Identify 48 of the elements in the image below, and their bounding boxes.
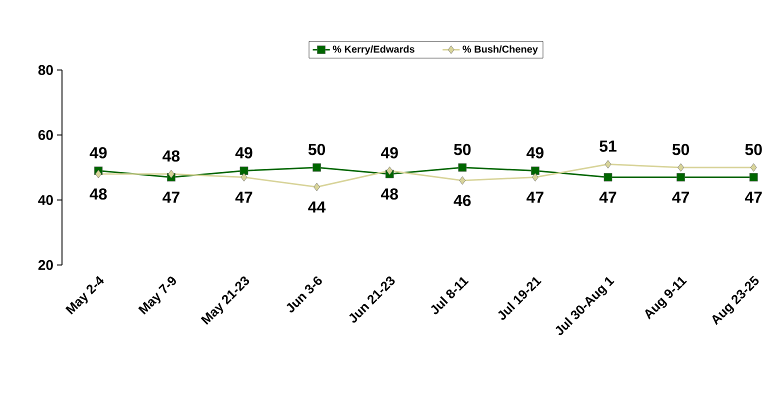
point xyxy=(314,182,320,192)
point xyxy=(750,163,757,172)
y-tick-label: 20 xyxy=(38,260,53,270)
point xyxy=(531,166,540,175)
data-label: 49 xyxy=(235,147,252,158)
point xyxy=(604,173,612,182)
x-tick-label: May 7-9 xyxy=(138,276,176,315)
data-label: 47 xyxy=(672,192,689,203)
x-tick-label: May 2-4 xyxy=(65,276,104,315)
data-label: 46 xyxy=(454,194,471,206)
data-label: 49 xyxy=(380,147,398,158)
data-label: 48 xyxy=(380,188,398,200)
point xyxy=(168,170,174,178)
point xyxy=(676,173,686,182)
data-label: 44 xyxy=(308,201,326,213)
legend-label: % Bush/Cheney xyxy=(462,45,538,55)
data-label: 51 xyxy=(600,140,616,152)
data-label: 49 xyxy=(526,147,544,158)
point xyxy=(240,166,248,175)
data-label: 50 xyxy=(745,144,762,156)
point xyxy=(749,173,758,182)
data-label: 48 xyxy=(162,150,180,162)
x-tick-label: Aug 9-11 xyxy=(645,276,687,320)
y-tick-label: 40 xyxy=(38,195,53,205)
point xyxy=(532,173,538,182)
x-tick-label: Jun 3-6 xyxy=(286,276,322,312)
x-tick-label: Jul 8-11 xyxy=(430,277,469,314)
point xyxy=(240,173,248,182)
point xyxy=(604,160,612,168)
y-tick-label: 80 xyxy=(38,65,53,75)
data-label: 47 xyxy=(162,192,180,203)
point xyxy=(678,163,684,172)
data-label: 48 xyxy=(90,188,107,200)
point xyxy=(386,166,393,175)
y-tick-label: 60 xyxy=(38,130,53,140)
data-label: 50 xyxy=(672,144,690,156)
point xyxy=(458,163,467,172)
data-label: 47 xyxy=(235,192,252,203)
data-label: 49 xyxy=(90,147,107,158)
legend-label: % Kerry/Edwards xyxy=(332,45,414,55)
point xyxy=(312,163,322,172)
data-label: 47 xyxy=(744,192,762,203)
point xyxy=(459,176,466,185)
data-label: 50 xyxy=(308,144,326,156)
data-label: 47 xyxy=(599,192,616,203)
point xyxy=(95,170,102,178)
data-label: 50 xyxy=(454,144,471,156)
data-label: 47 xyxy=(526,192,544,203)
